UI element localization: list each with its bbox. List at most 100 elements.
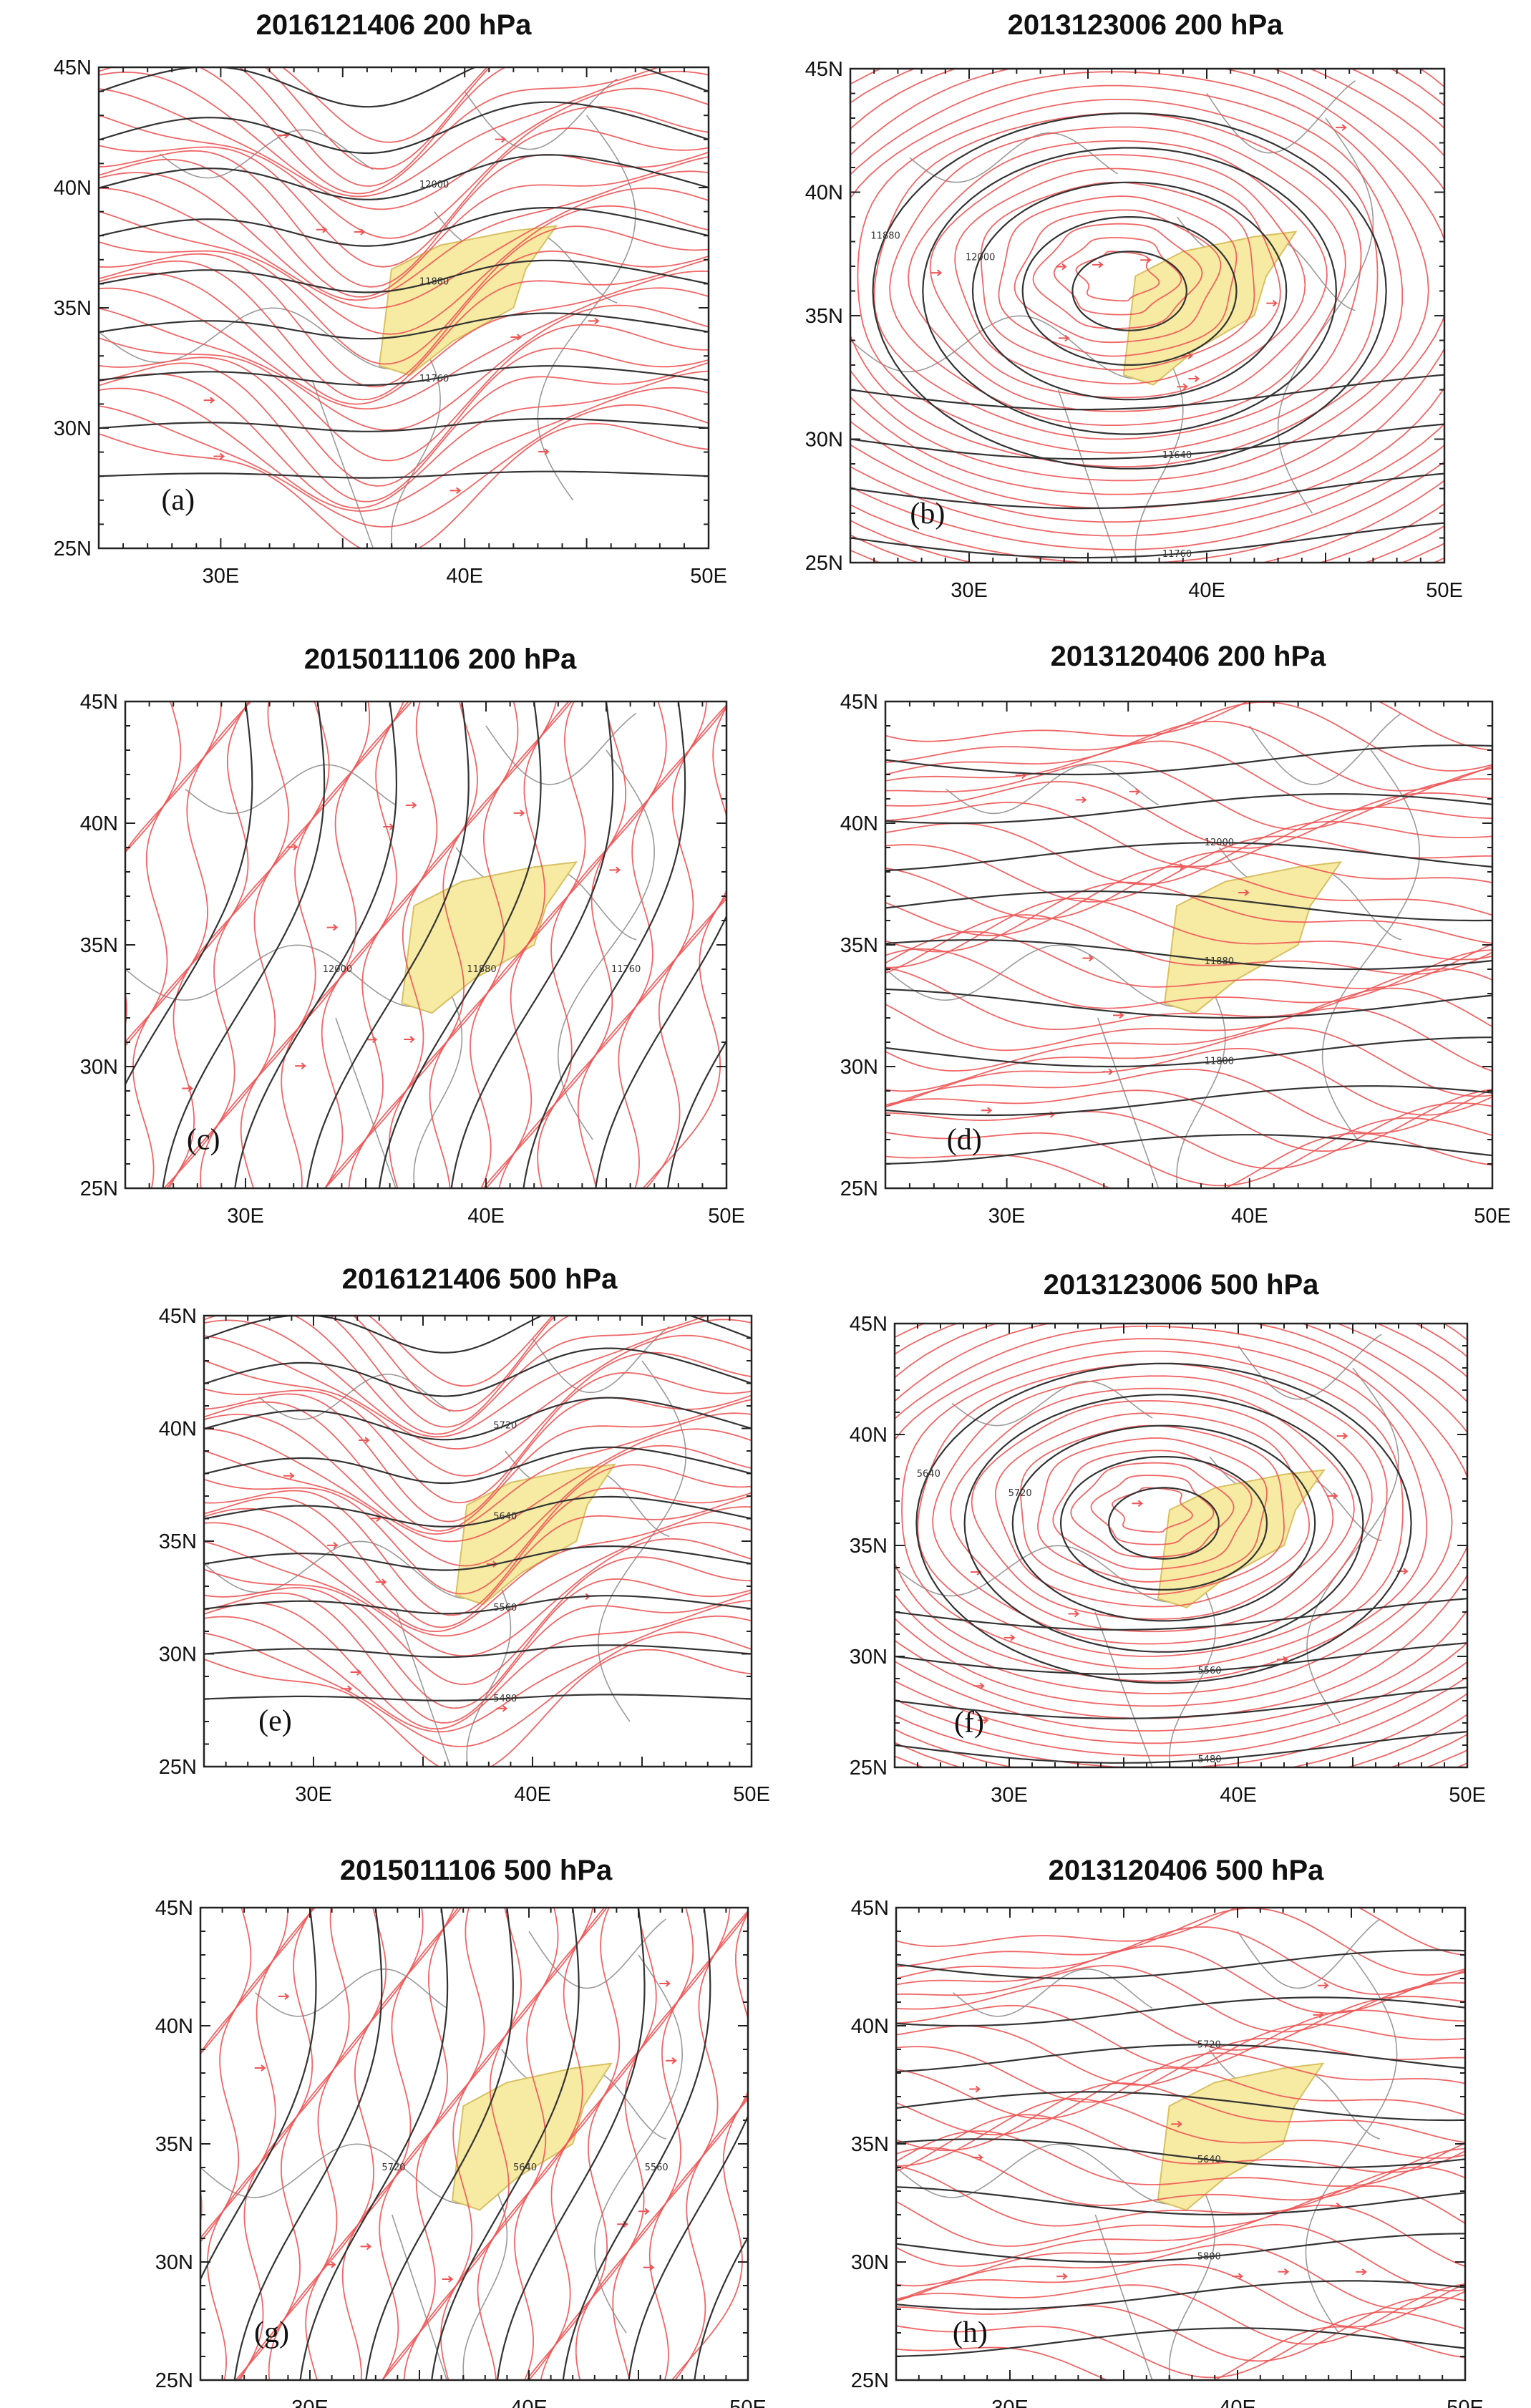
wind-arrow xyxy=(360,2243,372,2251)
height-contour-label: 12000 xyxy=(323,964,352,975)
wind-arrow xyxy=(1129,788,1141,795)
wind-arrow xyxy=(1313,2011,1325,2019)
wind-contour xyxy=(895,1326,1453,1694)
lat-tick-label: 35N xyxy=(54,297,92,320)
wind-arrow xyxy=(1278,2268,1290,2276)
wind-contour xyxy=(850,525,1444,563)
wind-contour xyxy=(99,324,709,462)
coastline xyxy=(1277,117,1374,514)
height-contour xyxy=(162,701,326,1188)
wind-contour xyxy=(99,187,709,309)
panel-title: 2016121406 500 hPa xyxy=(342,1263,618,1295)
height-contour-label: 5640 xyxy=(513,2162,537,2173)
wind-contour xyxy=(896,2296,1465,2362)
height-contour xyxy=(365,1908,515,2380)
lat-tick-label: 40N xyxy=(850,1424,888,1447)
wind-contour xyxy=(1052,1450,1253,1570)
wind-contour xyxy=(895,1324,1467,1757)
wind-arrow xyxy=(1326,1492,1338,1500)
wind-contour xyxy=(896,2263,1465,2328)
height-contour xyxy=(895,1731,1467,1764)
height-contour xyxy=(450,701,614,1188)
wind-arrow xyxy=(182,1084,193,1092)
height-contour xyxy=(204,1694,752,1701)
height-contour xyxy=(896,1996,1465,2027)
height-contour xyxy=(99,365,709,387)
wind-contour xyxy=(99,422,709,548)
wind-contour xyxy=(204,1556,752,1686)
height-contour xyxy=(378,701,542,1188)
coastline xyxy=(1249,712,1402,785)
wind-arrow xyxy=(1318,1981,1329,1989)
wind-contour xyxy=(885,1117,1492,1187)
wind-contour xyxy=(950,1387,1355,1633)
wind-arrow xyxy=(1092,261,1104,268)
lat-tick-label: 45N xyxy=(851,1897,889,1920)
wind-contour xyxy=(885,914,1492,975)
wind-contour xyxy=(324,701,478,1188)
wind-arrow xyxy=(442,2276,454,2283)
panel-letter: (d) xyxy=(947,1124,982,1157)
wind-contour xyxy=(329,1316,691,1428)
lat-tick-label: 25N xyxy=(805,552,843,575)
height-contour-label: 5640 xyxy=(917,1469,941,1480)
wind-contour xyxy=(1432,557,1444,563)
wind-contour xyxy=(885,1102,1492,1170)
height-contour xyxy=(496,1908,646,2380)
coastline xyxy=(485,712,637,785)
wind-contour xyxy=(885,1027,1492,1097)
wind-arrow xyxy=(405,802,417,809)
coastline-layer xyxy=(895,1334,1399,1767)
wind-contour xyxy=(618,706,726,1188)
wind-contour xyxy=(896,2185,1465,2247)
wind-contour xyxy=(537,704,726,1188)
height-contour xyxy=(850,374,1444,411)
map-panel-h: 2013120406 500 hPa 5720 5640 5800 45N 40N 35N 3… xyxy=(851,1855,1484,2408)
height-contour xyxy=(885,744,1492,776)
wind-contour xyxy=(896,1908,1465,1976)
lon-tick-label: 30E xyxy=(227,1205,264,1228)
lon-tick-label: 30E xyxy=(991,1784,1028,1807)
lat-tick-label: 45N xyxy=(155,1897,193,1920)
wind-contour xyxy=(998,195,1238,357)
wind-arrow xyxy=(359,1437,370,1444)
height-contour xyxy=(896,2186,1465,2216)
syria-region xyxy=(1157,2062,1325,2211)
lat-tick-label: 30N xyxy=(851,2251,889,2274)
wind-speed-contours xyxy=(204,1316,752,1767)
height-contour xyxy=(915,1362,1412,1684)
wind-contour xyxy=(896,2023,1465,2086)
wind-arrow xyxy=(326,923,339,931)
wind-contour xyxy=(850,503,1444,563)
wind-contour xyxy=(99,225,709,365)
lon-tick-label: 30E xyxy=(203,565,240,588)
wind-contour xyxy=(125,701,250,1047)
map-panel-g: 2015011106 500 hPa 5720 5640 5560 45N 40N 35N 3… xyxy=(155,1855,767,2408)
lat-tick-label: 45N xyxy=(805,58,843,81)
lat-tick-label: 25N xyxy=(850,1757,888,1780)
wind-contour xyxy=(885,1007,1492,1072)
coastline xyxy=(896,2143,1210,2205)
height-contours xyxy=(125,701,726,1188)
height-contour xyxy=(1071,251,1187,331)
height-contour xyxy=(562,1908,711,2380)
wind-contour xyxy=(1032,223,1203,329)
wind-contour xyxy=(850,69,1444,550)
wind-arrow xyxy=(1132,1500,1143,1508)
wind-contour xyxy=(125,701,182,853)
wind-arrow xyxy=(1356,2268,1367,2276)
wind-contour xyxy=(895,1324,1467,1767)
wind-arrow xyxy=(981,1107,993,1115)
height-contour xyxy=(99,417,709,432)
wind-contour xyxy=(99,205,709,335)
wind-arrow xyxy=(1102,1068,1114,1076)
wind-contour xyxy=(648,1911,748,2380)
height-contour xyxy=(896,2233,1465,2263)
wind-contour xyxy=(896,2223,1465,2292)
wind-contour xyxy=(204,1631,752,1747)
wind-contour xyxy=(895,1324,1467,1744)
height-contour xyxy=(895,1686,1467,1719)
height-contour xyxy=(885,939,1492,971)
height-contour xyxy=(885,1134,1492,1165)
wind-arrow xyxy=(366,1036,378,1044)
